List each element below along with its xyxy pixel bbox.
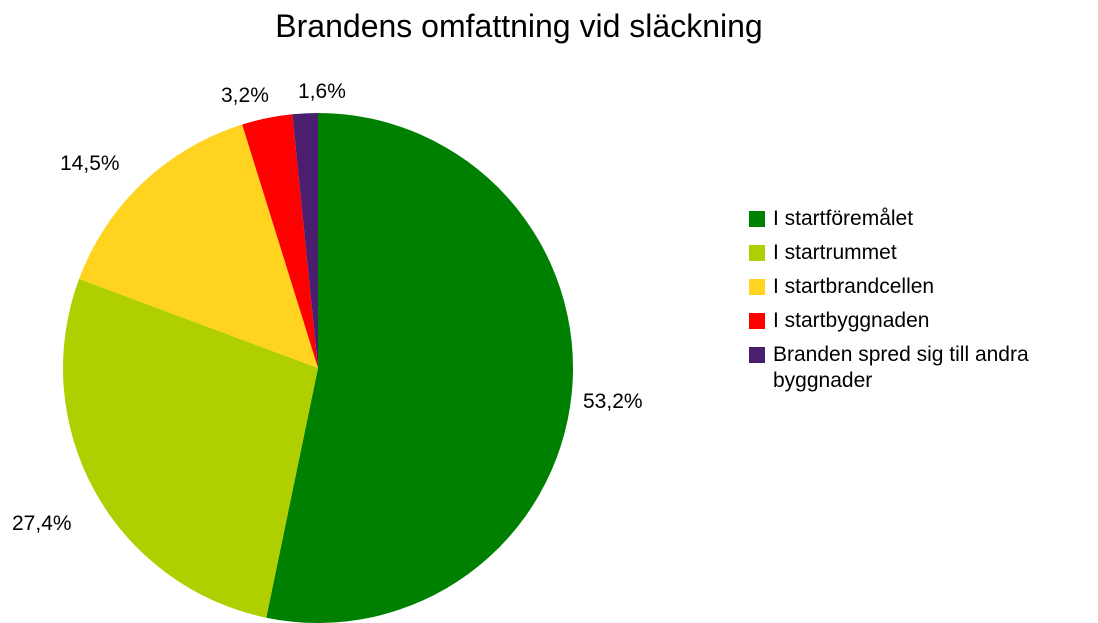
legend-label: I startbrandcellen (773, 275, 935, 298)
slice-data-label: 53,2% (583, 390, 643, 413)
slice-data-label: 3,2% (221, 84, 269, 107)
pie-slice (242, 114, 318, 368)
pie-slice (79, 124, 319, 369)
slice-data-label: 14,5% (60, 152, 120, 175)
legend-label: I startföremålet (773, 207, 914, 230)
legend-label: I startrummet (773, 241, 897, 264)
legend-item: I startrummet (749, 240, 1089, 266)
pie-slice (266, 113, 573, 623)
legend-swatch (749, 347, 765, 363)
slice-data-label: 1,6% (298, 80, 346, 103)
pie-slice (292, 113, 318, 368)
chart-title: Brandens omfattning vid släckning (275, 8, 763, 44)
legend-swatch (749, 211, 765, 227)
legend-item: I startföremålet (749, 206, 1089, 232)
legend-label: Branden spred sig till andra byggnader (773, 343, 1029, 392)
pie-slice (62, 278, 318, 618)
legend-item: I startbyggnaden (749, 308, 1089, 334)
legend-swatch (749, 279, 765, 295)
legend-swatch (749, 245, 765, 261)
legend: I startföremålet I startrummet I startbran… (749, 206, 1089, 402)
legend-item: I startbrandcellen (749, 274, 1089, 300)
legend-swatch (749, 313, 765, 329)
slice-labels: 53,2% 27,4% 14,5% 3,2% 1,6% (12, 80, 643, 535)
pie-slices (62, 113, 573, 623)
legend-label: I startbyggnaden (773, 309, 930, 332)
legend-item: Branden spred sig till andra byggnader (749, 342, 1089, 394)
slice-data-label: 27,4% (12, 512, 72, 535)
